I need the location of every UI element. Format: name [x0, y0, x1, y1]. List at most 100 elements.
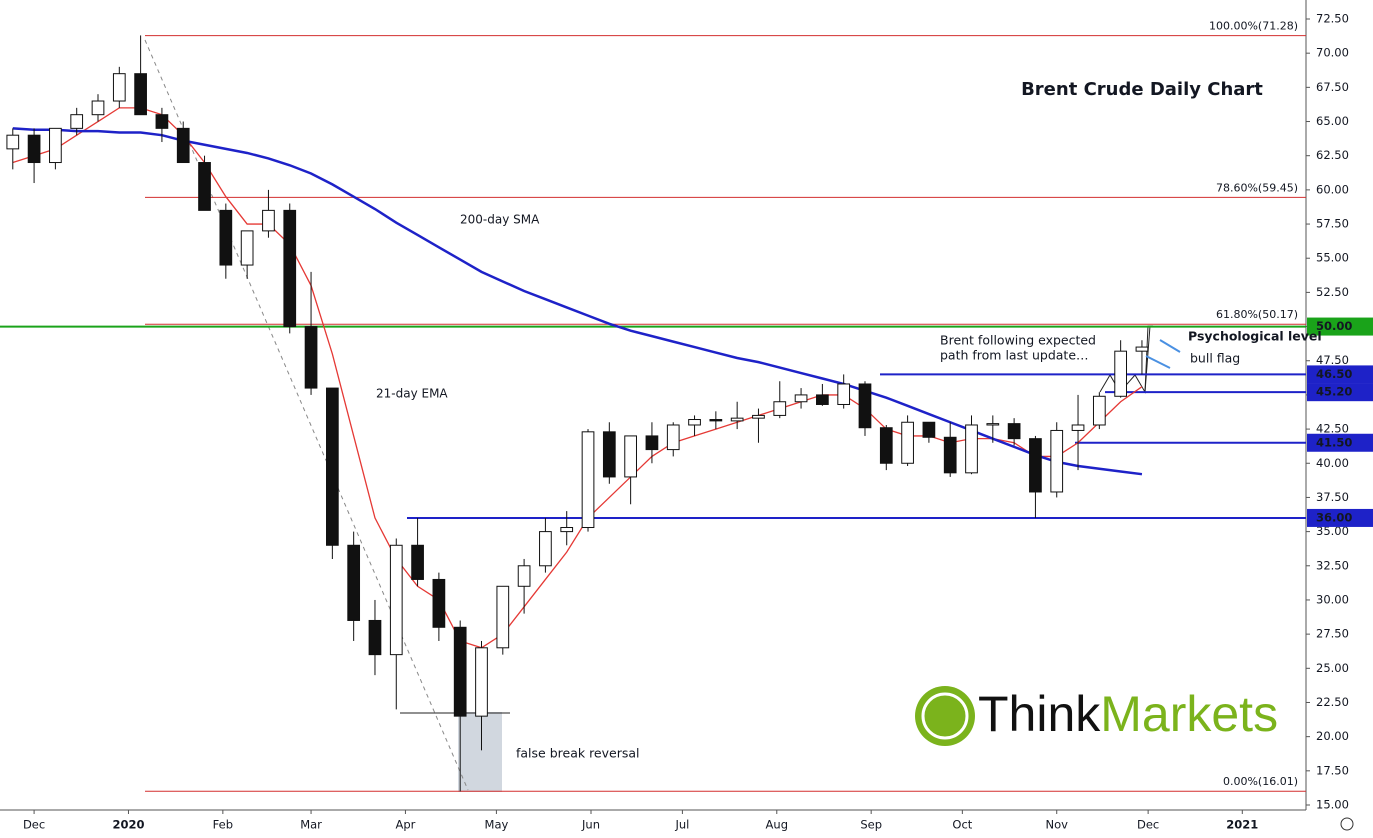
- candle-body: [943, 436, 957, 474]
- price-level-box: [1307, 433, 1373, 452]
- candle-body: [1135, 346, 1149, 352]
- x-tick-label: Dec: [23, 818, 45, 832]
- fib-label: 0.00%(16.01): [1223, 775, 1298, 788]
- candle-body: [1007, 423, 1021, 440]
- candle-body: [240, 230, 254, 266]
- y-tick-label: 42.50: [1316, 422, 1349, 436]
- candle-body: [1071, 424, 1085, 431]
- y-tick-label: 55.00: [1316, 251, 1349, 265]
- annotation: path from last update…: [940, 348, 1089, 363]
- candle-body: [368, 619, 382, 656]
- candle-body: [411, 544, 424, 580]
- candle-body: [858, 383, 872, 429]
- y-tick-label: 20.00: [1316, 729, 1349, 743]
- expected-path: [1144, 325, 1151, 393]
- y-tick-label: 65.00: [1316, 114, 1349, 128]
- candle-body: [262, 209, 275, 232]
- x-tick-label: Jun: [581, 818, 600, 832]
- logo-text: ThinkMarkets: [978, 686, 1278, 742]
- candle-body: [837, 383, 851, 405]
- candle-body: [134, 73, 147, 116]
- candle-body: [304, 326, 318, 389]
- y-tick-label: 62.50: [1316, 148, 1349, 162]
- price-level-label: 36.00: [1316, 510, 1352, 524]
- price-level-label: 45.20: [1316, 385, 1352, 399]
- fib-label: 100.00%(71.28): [1209, 20, 1298, 33]
- x-tick-label: Jul: [674, 818, 689, 832]
- candle-body: [922, 421, 936, 438]
- candle-body: [709, 419, 723, 422]
- x-tick-label: 2020: [112, 818, 144, 832]
- candle-body: [773, 401, 787, 416]
- x-tick-label: Nov: [1046, 818, 1069, 832]
- candle-body: [432, 578, 446, 628]
- candle-body: [752, 414, 765, 419]
- x-tick-label: Oct: [952, 818, 972, 832]
- y-tick-label: 47.50: [1316, 353, 1349, 367]
- candle-body: [624, 435, 637, 478]
- candle-body: [1029, 438, 1042, 493]
- y-tick-label: 70.00: [1316, 46, 1349, 60]
- flag-line: [1145, 355, 1171, 369]
- annotation: bull flag: [1190, 351, 1240, 366]
- candle-body: [27, 134, 41, 164]
- candle-body: [283, 209, 297, 328]
- candle-body: [602, 431, 616, 478]
- candle-body: [901, 421, 914, 464]
- candle-body: [91, 100, 105, 116]
- candle-body: [453, 626, 467, 717]
- settings-icon[interactable]: [1340, 817, 1354, 831]
- price-level-label: 50.00: [1316, 319, 1352, 333]
- candle-body: [1050, 429, 1064, 493]
- logo-markets: Markets: [1100, 686, 1278, 742]
- candle-body: [198, 162, 211, 211]
- candle-body: [645, 435, 659, 451]
- logo: ThinkMarkets: [915, 686, 1278, 746]
- false-break-zone: [458, 712, 502, 792]
- candle-body: [70, 114, 84, 129]
- annotation: Psychological level: [1188, 329, 1322, 344]
- price-level-label: 41.50: [1316, 435, 1352, 449]
- price-level-box: [1307, 383, 1373, 402]
- fib-label: 61.80%(50.17): [1216, 308, 1298, 321]
- x-tick-label: Mar: [300, 818, 322, 832]
- y-tick-label: 27.50: [1316, 627, 1349, 641]
- candle-body: [666, 424, 680, 451]
- overlay-label: 200-day SMA: [460, 213, 540, 227]
- candle-body: [688, 419, 701, 426]
- y-tick-label: 30.00: [1316, 592, 1349, 606]
- price-level-box: [1307, 317, 1373, 336]
- candle-body: [6, 134, 20, 150]
- candle-body: [1114, 350, 1128, 397]
- candle-body: [539, 531, 552, 567]
- candle-body: [155, 114, 169, 129]
- candle-body: [794, 394, 808, 403]
- candle-body: [730, 417, 744, 422]
- y-tick-label: 57.50: [1316, 217, 1349, 231]
- candle-body: [347, 544, 361, 621]
- y-tick-label: 52.50: [1316, 285, 1349, 299]
- price-level-label: 46.50: [1316, 367, 1352, 381]
- y-tick-label: 60.00: [1316, 182, 1349, 196]
- candle-body: [475, 647, 488, 717]
- overlay-line: [12, 127, 1143, 476]
- candle-body: [112, 73, 126, 102]
- candle-body: [49, 127, 62, 164]
- x-tick-label: Sep: [860, 818, 882, 832]
- candle-body: [219, 209, 233, 266]
- y-tick-label: 15.00: [1316, 798, 1349, 812]
- fib-label: 78.60%(59.45): [1216, 181, 1298, 194]
- x-tick-label: May: [485, 818, 509, 832]
- candle-body: [176, 127, 190, 164]
- chart-title: Brent Crude Daily Chart: [1021, 79, 1263, 100]
- flag-line: [1159, 339, 1181, 353]
- x-tick-label: Feb: [213, 818, 233, 832]
- y-tick-label: 40.00: [1316, 456, 1349, 470]
- y-tick-label: 22.50: [1316, 695, 1349, 709]
- annotation: Brent following expected: [940, 333, 1096, 348]
- candle-body: [986, 423, 1000, 426]
- candle-body: [496, 585, 510, 649]
- y-tick-label: 67.50: [1316, 80, 1349, 94]
